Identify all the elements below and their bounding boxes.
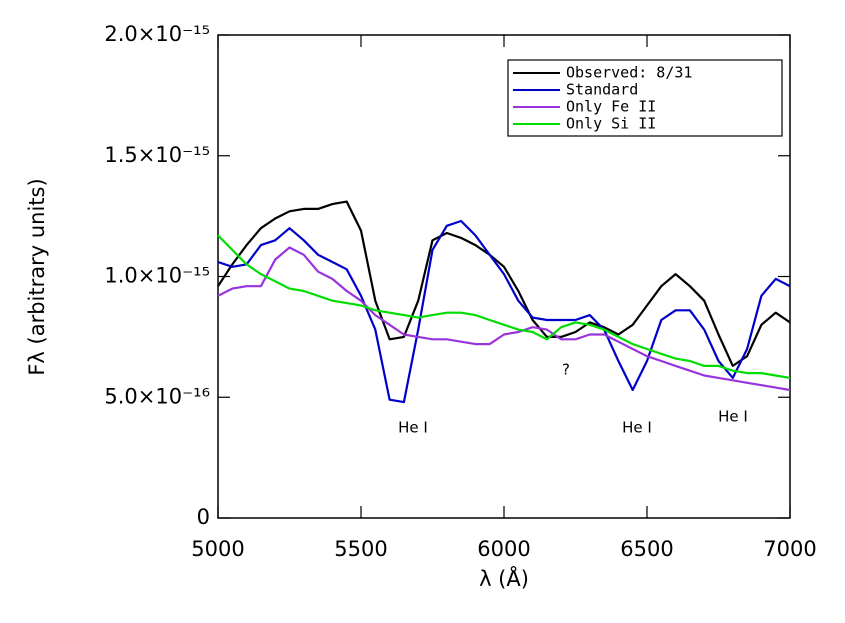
y-tick-label: 1.0×10⁻¹⁵ — [104, 264, 210, 288]
legend-label: Standard — [566, 81, 638, 99]
annotation: He I — [622, 419, 652, 437]
annotation: He I — [398, 419, 428, 437]
legend-label: Only Si II — [566, 115, 656, 133]
legend-label: Only Fe II — [566, 98, 656, 116]
x-tick-label: 7000 — [763, 537, 816, 561]
x-tick-label: 5500 — [334, 537, 387, 561]
y-axis-label: Fλ (arbitrary units) — [25, 178, 49, 375]
y-tick-label: 5.0×10⁻¹⁶ — [104, 384, 210, 408]
annotation: He I — [718, 408, 748, 426]
y-tick-label: 0 — [197, 505, 210, 529]
x-tick-label: 6500 — [620, 537, 673, 561]
annotation: ? — [562, 361, 570, 379]
x-tick-label: 5000 — [191, 537, 244, 561]
series-line — [217, 219, 791, 404]
x-axis-label: λ (Å) — [479, 565, 529, 591]
y-tick-label: 1.5×10⁻¹⁵ — [104, 143, 210, 167]
y-tick-label: 2.0×10⁻¹⁵ — [104, 22, 210, 46]
series-line — [217, 246, 791, 392]
series-line — [217, 234, 791, 379]
x-tick-label: 6000 — [477, 537, 530, 561]
legend-label: Observed: 8/31 — [566, 64, 692, 82]
series-line — [217, 200, 791, 367]
